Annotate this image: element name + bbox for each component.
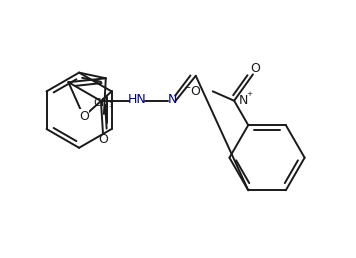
Text: O: O (250, 62, 260, 75)
Text: CH$_3$: CH$_3$ (93, 96, 115, 110)
Text: O: O (98, 133, 108, 146)
Text: N: N (168, 93, 177, 106)
Text: HN: HN (127, 93, 146, 106)
Text: N: N (239, 94, 248, 107)
Text: $^{-}$O: $^{-}$O (183, 85, 202, 98)
Text: O: O (79, 110, 89, 123)
Text: $^{+}$: $^{+}$ (246, 91, 253, 101)
